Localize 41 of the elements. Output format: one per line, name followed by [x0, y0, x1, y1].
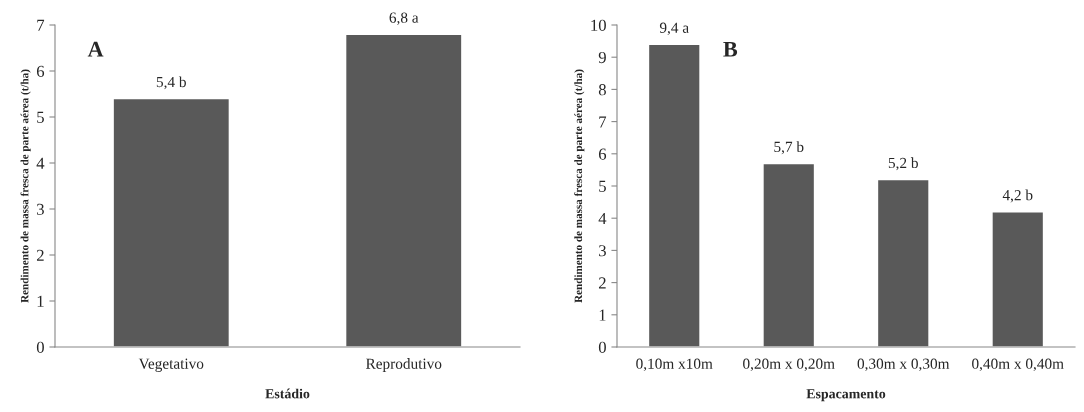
annotation: B	[723, 41, 738, 57]
y-tick-label: 2	[598, 277, 606, 289]
y-axis-title: Rendimento de massa fresca de parte aérea (t/ha)	[20, 69, 31, 303]
bar	[876, 178, 930, 347]
data-label: 5,4 b	[156, 76, 186, 90]
y-tick-label: 2	[36, 249, 44, 261]
x-axis-title: Espacamento	[806, 389, 886, 402]
y-tick-label: 8	[598, 84, 606, 96]
x-tick-label: 0,30m x 0,30m	[857, 358, 950, 372]
y-tick-label: 3	[37, 203, 44, 215]
y-tick-label: 1	[599, 309, 606, 321]
data-label: 4,2 b	[1002, 189, 1033, 203]
bar	[647, 43, 701, 347]
y-tick-label: 0	[598, 341, 606, 353]
y-axis-title: Rendimento de massa fresca de parte aérea (t/ha)	[574, 69, 585, 303]
y-tick-label: 5	[599, 180, 606, 192]
annotation: A	[87, 41, 104, 57]
y-tick-label: 0	[36, 341, 44, 353]
data-label: 5,7 b	[774, 141, 804, 155]
y-tick-label: 5	[37, 111, 44, 123]
y-tick-label: 1	[37, 295, 44, 307]
y-tick-label: 3	[599, 245, 606, 257]
x-tick-label: 0,10m x10m	[636, 358, 713, 372]
x-axis-title: Estádio	[265, 388, 310, 399]
data-label: 5,2 b	[888, 157, 918, 171]
bar	[762, 162, 816, 347]
y-tick-label: 4	[36, 157, 45, 169]
y-tick-label: 6	[36, 65, 45, 77]
x-tick-label: 0,20m x 0,20m	[743, 358, 835, 372]
x-tick-label: Vegetativo	[138, 358, 204, 372]
y-tick-label: 4	[598, 213, 607, 224]
data-label: 9,4 a	[659, 22, 689, 36]
bar	[991, 211, 1045, 347]
y-tick-label: 7	[37, 19, 45, 31]
y-tick-label: 6	[598, 148, 607, 160]
data-label: 6,8 a	[389, 12, 419, 25]
y-tick-label: 7	[599, 116, 607, 128]
x-tick-label: 0,40m x 0,40m	[972, 358, 1064, 372]
y-tick-label: 9	[598, 51, 606, 64]
y-tick-label: 10	[591, 19, 606, 31]
x-tick-label: Reprodutivo	[366, 358, 442, 372]
